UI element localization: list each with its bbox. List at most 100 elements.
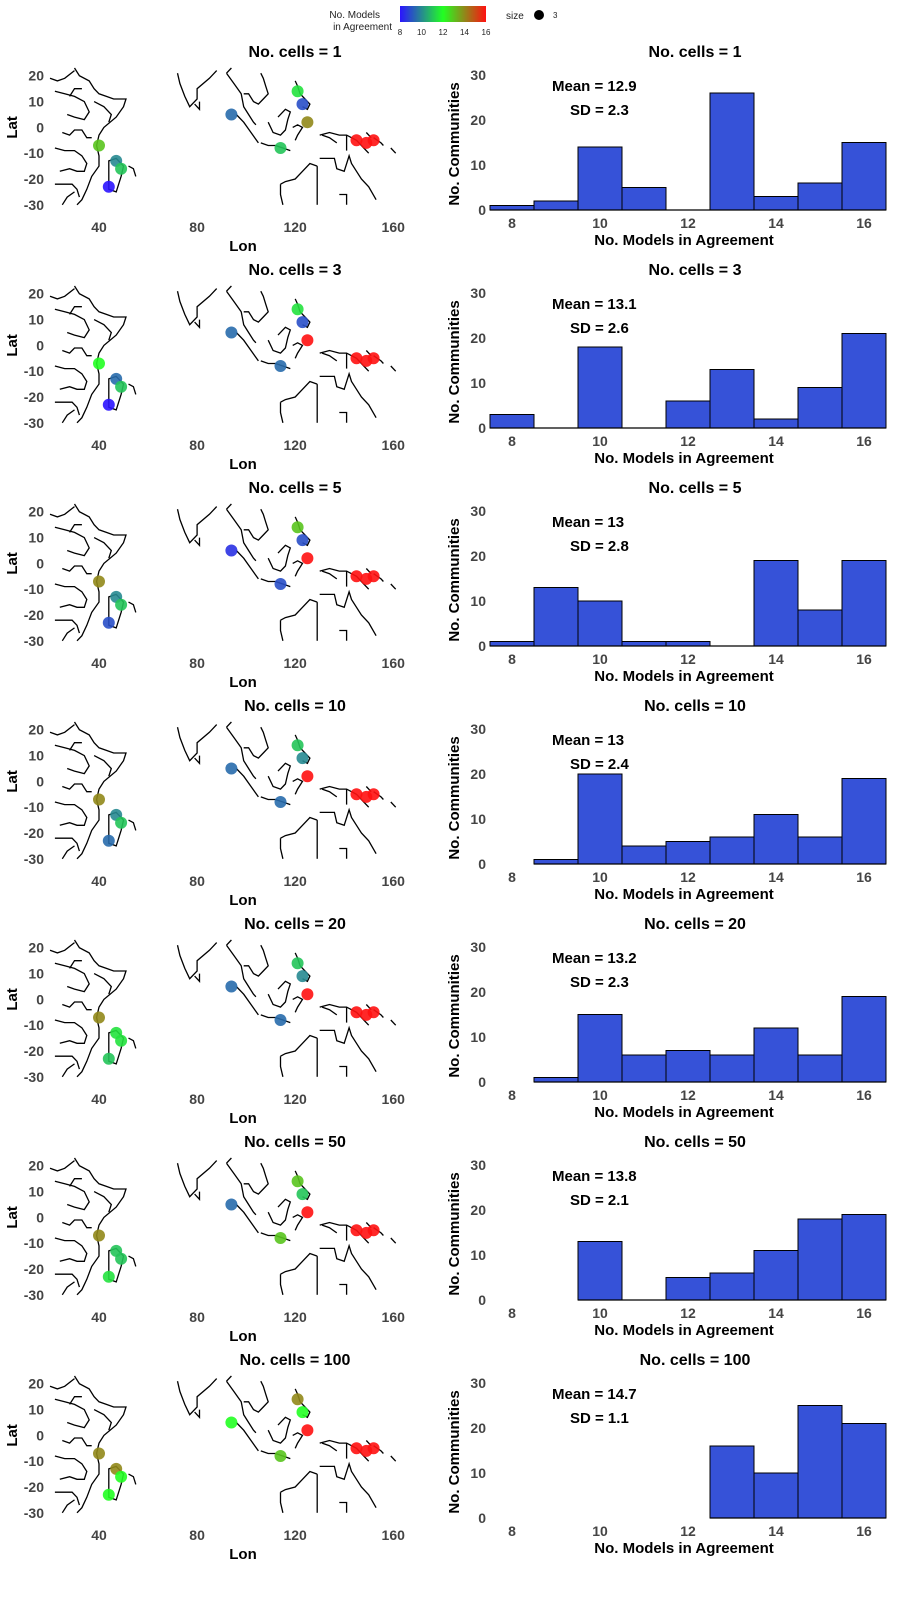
histogram-bar [709, 92, 755, 211]
map-point [350, 788, 363, 801]
coastline [194, 101, 201, 111]
coastline [62, 565, 92, 575]
map-y-tick: -10 [24, 1453, 44, 1469]
coastline [194, 319, 201, 329]
map-y-tick: -30 [24, 1069, 44, 1085]
coastline [279, 402, 284, 423]
map-point [301, 334, 314, 347]
coastline [93, 319, 113, 341]
histogram-bar [797, 1054, 843, 1083]
map-x-tick: 120 [283, 1309, 307, 1325]
histogram-x-tick: 12 [680, 433, 696, 449]
panel-row: 20 10 0 -10 -20 -30 40 80 120 160 Lon Lat 0 10 20 30 8 10… [0, 40, 900, 258]
coastline [226, 939, 232, 946]
map-y-label: Lat [4, 1206, 21, 1229]
map-point [93, 139, 105, 152]
histogram-y-tick: 10 [470, 157, 486, 173]
histogram-bar [753, 418, 799, 429]
coastline [280, 1252, 318, 1275]
map-x-tick: 40 [91, 1091, 107, 1107]
coastline [69, 742, 82, 751]
coastline [292, 560, 304, 577]
coastline [235, 114, 259, 144]
coastline [235, 1204, 259, 1234]
coastline [73, 1375, 127, 1514]
histogram-bars [533, 773, 887, 865]
map-point [274, 796, 287, 808]
coastline [225, 1162, 257, 1216]
coastline [225, 1380, 257, 1434]
map-point [274, 1232, 287, 1244]
histogram-bar [665, 1277, 711, 1301]
histogram-bar [841, 1214, 887, 1301]
coastline [128, 1473, 137, 1485]
coastline [69, 306, 82, 315]
panel-svg: 20 10 0 -10 -20 -30 40 80 120 160 Lon Lat 0 10 20 30 8 10… [4, 939, 887, 1127]
coastline [54, 1019, 88, 1044]
legend-size-value: 3 [553, 11, 558, 20]
map-x-tick: 40 [91, 873, 107, 889]
histogram-x-tick: 14 [768, 1305, 784, 1321]
histogram-title: No. cells = 3 [648, 262, 742, 279]
coastline [54, 308, 90, 339]
histogram-y-tick: 10 [470, 1029, 486, 1045]
map-point [301, 552, 314, 565]
map-point [93, 575, 105, 588]
map-point [350, 1006, 363, 1019]
coastline [390, 1237, 397, 1244]
histogram-bar [533, 200, 579, 211]
coastline [390, 1455, 397, 1462]
coastline [292, 778, 304, 795]
coastline [69, 524, 82, 533]
coastline [176, 288, 218, 326]
coastline [243, 290, 269, 323]
coastline [49, 506, 75, 518]
coastline [279, 1274, 284, 1295]
coastline [390, 801, 397, 808]
map-x-label: Lon [229, 892, 257, 909]
coastline [54, 1398, 90, 1429]
coastline [194, 755, 201, 765]
coastline [194, 1191, 201, 1201]
coastline [321, 788, 338, 798]
coastline [235, 550, 259, 580]
histogram-y-tick: 20 [470, 330, 486, 346]
panel-svg: 20 10 0 -10 -20 -30 40 80 120 160 Lon Lat 0 10 20 30 8 10… [4, 285, 887, 473]
coastline [62, 1219, 92, 1229]
map-x-tick: 80 [189, 1091, 205, 1107]
histogram-bar [709, 1445, 755, 1519]
coastline [267, 762, 292, 790]
map-y-tick: 0 [36, 1427, 44, 1443]
histogram-x-tick: 16 [856, 215, 872, 231]
map-x-tick: 80 [189, 655, 205, 671]
histogram-y-tick: 20 [470, 984, 486, 1000]
map-point [274, 360, 287, 372]
map-x-tick: 40 [91, 219, 107, 235]
histogram-x-tick: 16 [856, 433, 872, 449]
map-y-label: Lat [4, 1424, 21, 1447]
coastline [93, 537, 113, 559]
map-x-label: Lon [229, 1110, 257, 1127]
map-y-tick: -20 [24, 825, 44, 841]
map-title: No. cells = 100 [239, 1352, 351, 1369]
coastline [225, 508, 257, 562]
coastline [49, 942, 75, 954]
coastline [279, 838, 284, 859]
coastline [243, 1380, 269, 1413]
map-y-tick: 10 [28, 94, 44, 110]
coastline [176, 724, 218, 762]
histogram-bar [577, 1241, 623, 1301]
histogram-x-tick: 12 [680, 1087, 696, 1103]
histogram-x-tick: 8 [508, 1305, 516, 1321]
map-point [301, 988, 314, 1001]
map-point [350, 1442, 363, 1455]
map-plot [49, 1375, 397, 1514]
coastline [54, 619, 81, 634]
map-point [301, 770, 314, 783]
histogram-x-tick: 8 [508, 1523, 516, 1539]
map-x-tick: 160 [382, 655, 406, 671]
map-y-tick: 10 [28, 748, 44, 764]
map-point [93, 1011, 105, 1024]
histogram-y-label: No. Communities [446, 1390, 463, 1513]
histogram-y-tick: 0 [478, 1510, 486, 1526]
